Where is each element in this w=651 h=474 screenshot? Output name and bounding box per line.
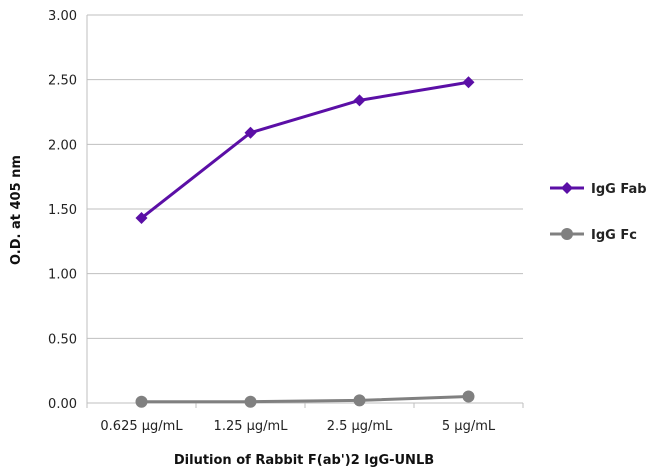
legend-label: IgG Fab: [591, 182, 647, 197]
series-igg-fc: [135, 390, 475, 408]
x-tick-label: 2.5 μg/mL: [327, 419, 393, 434]
legend-label: IgG Fc: [591, 228, 637, 243]
y-tick-label: 2.50: [48, 74, 77, 89]
legend-item: IgG Fc: [550, 228, 637, 243]
data-point: [244, 126, 257, 139]
y-tick-label: 0.50: [48, 332, 77, 347]
y-tick-label: 1.00: [48, 268, 77, 283]
legend-item: IgG Fab: [550, 182, 647, 197]
data-point: [353, 94, 366, 107]
data-point: [135, 395, 148, 408]
y-tick-label: 0.00: [48, 397, 77, 412]
data-point: [244, 395, 257, 408]
data-point: [135, 212, 148, 225]
data-point: [353, 394, 366, 407]
x-tick-label: 1.25 μg/mL: [214, 419, 289, 434]
legend: IgG Fab IgG Fc: [550, 182, 647, 243]
legend-marker: [561, 182, 573, 194]
series-lines: [135, 76, 475, 408]
series-igg-fab: [135, 76, 475, 225]
y-tick-label: 1.50: [48, 203, 77, 218]
axes: 0.00 0.50 1.00 1.50 2.00 2.50 3.00 0.625 μg/mL 1…: [48, 9, 524, 434]
data-point: [462, 390, 475, 403]
series-line: [140, 80, 469, 220]
gridlines: [87, 14, 523, 404]
x-tick-label: 5 μg/mL: [442, 419, 496, 434]
y-tick-label: 2.00: [48, 138, 77, 153]
x-axis-title: Dilution of Rabbit F(ab')2 IgG-UNLB: [174, 453, 434, 468]
x-tick-label: 0.625 μg/mL: [100, 419, 183, 434]
data-point: [462, 76, 475, 89]
legend-marker: [561, 228, 573, 240]
series-line: [141, 395, 469, 404]
y-tick-label: 3.00: [48, 9, 77, 24]
y-axis-title: O.D. at 405 nm: [9, 155, 24, 265]
